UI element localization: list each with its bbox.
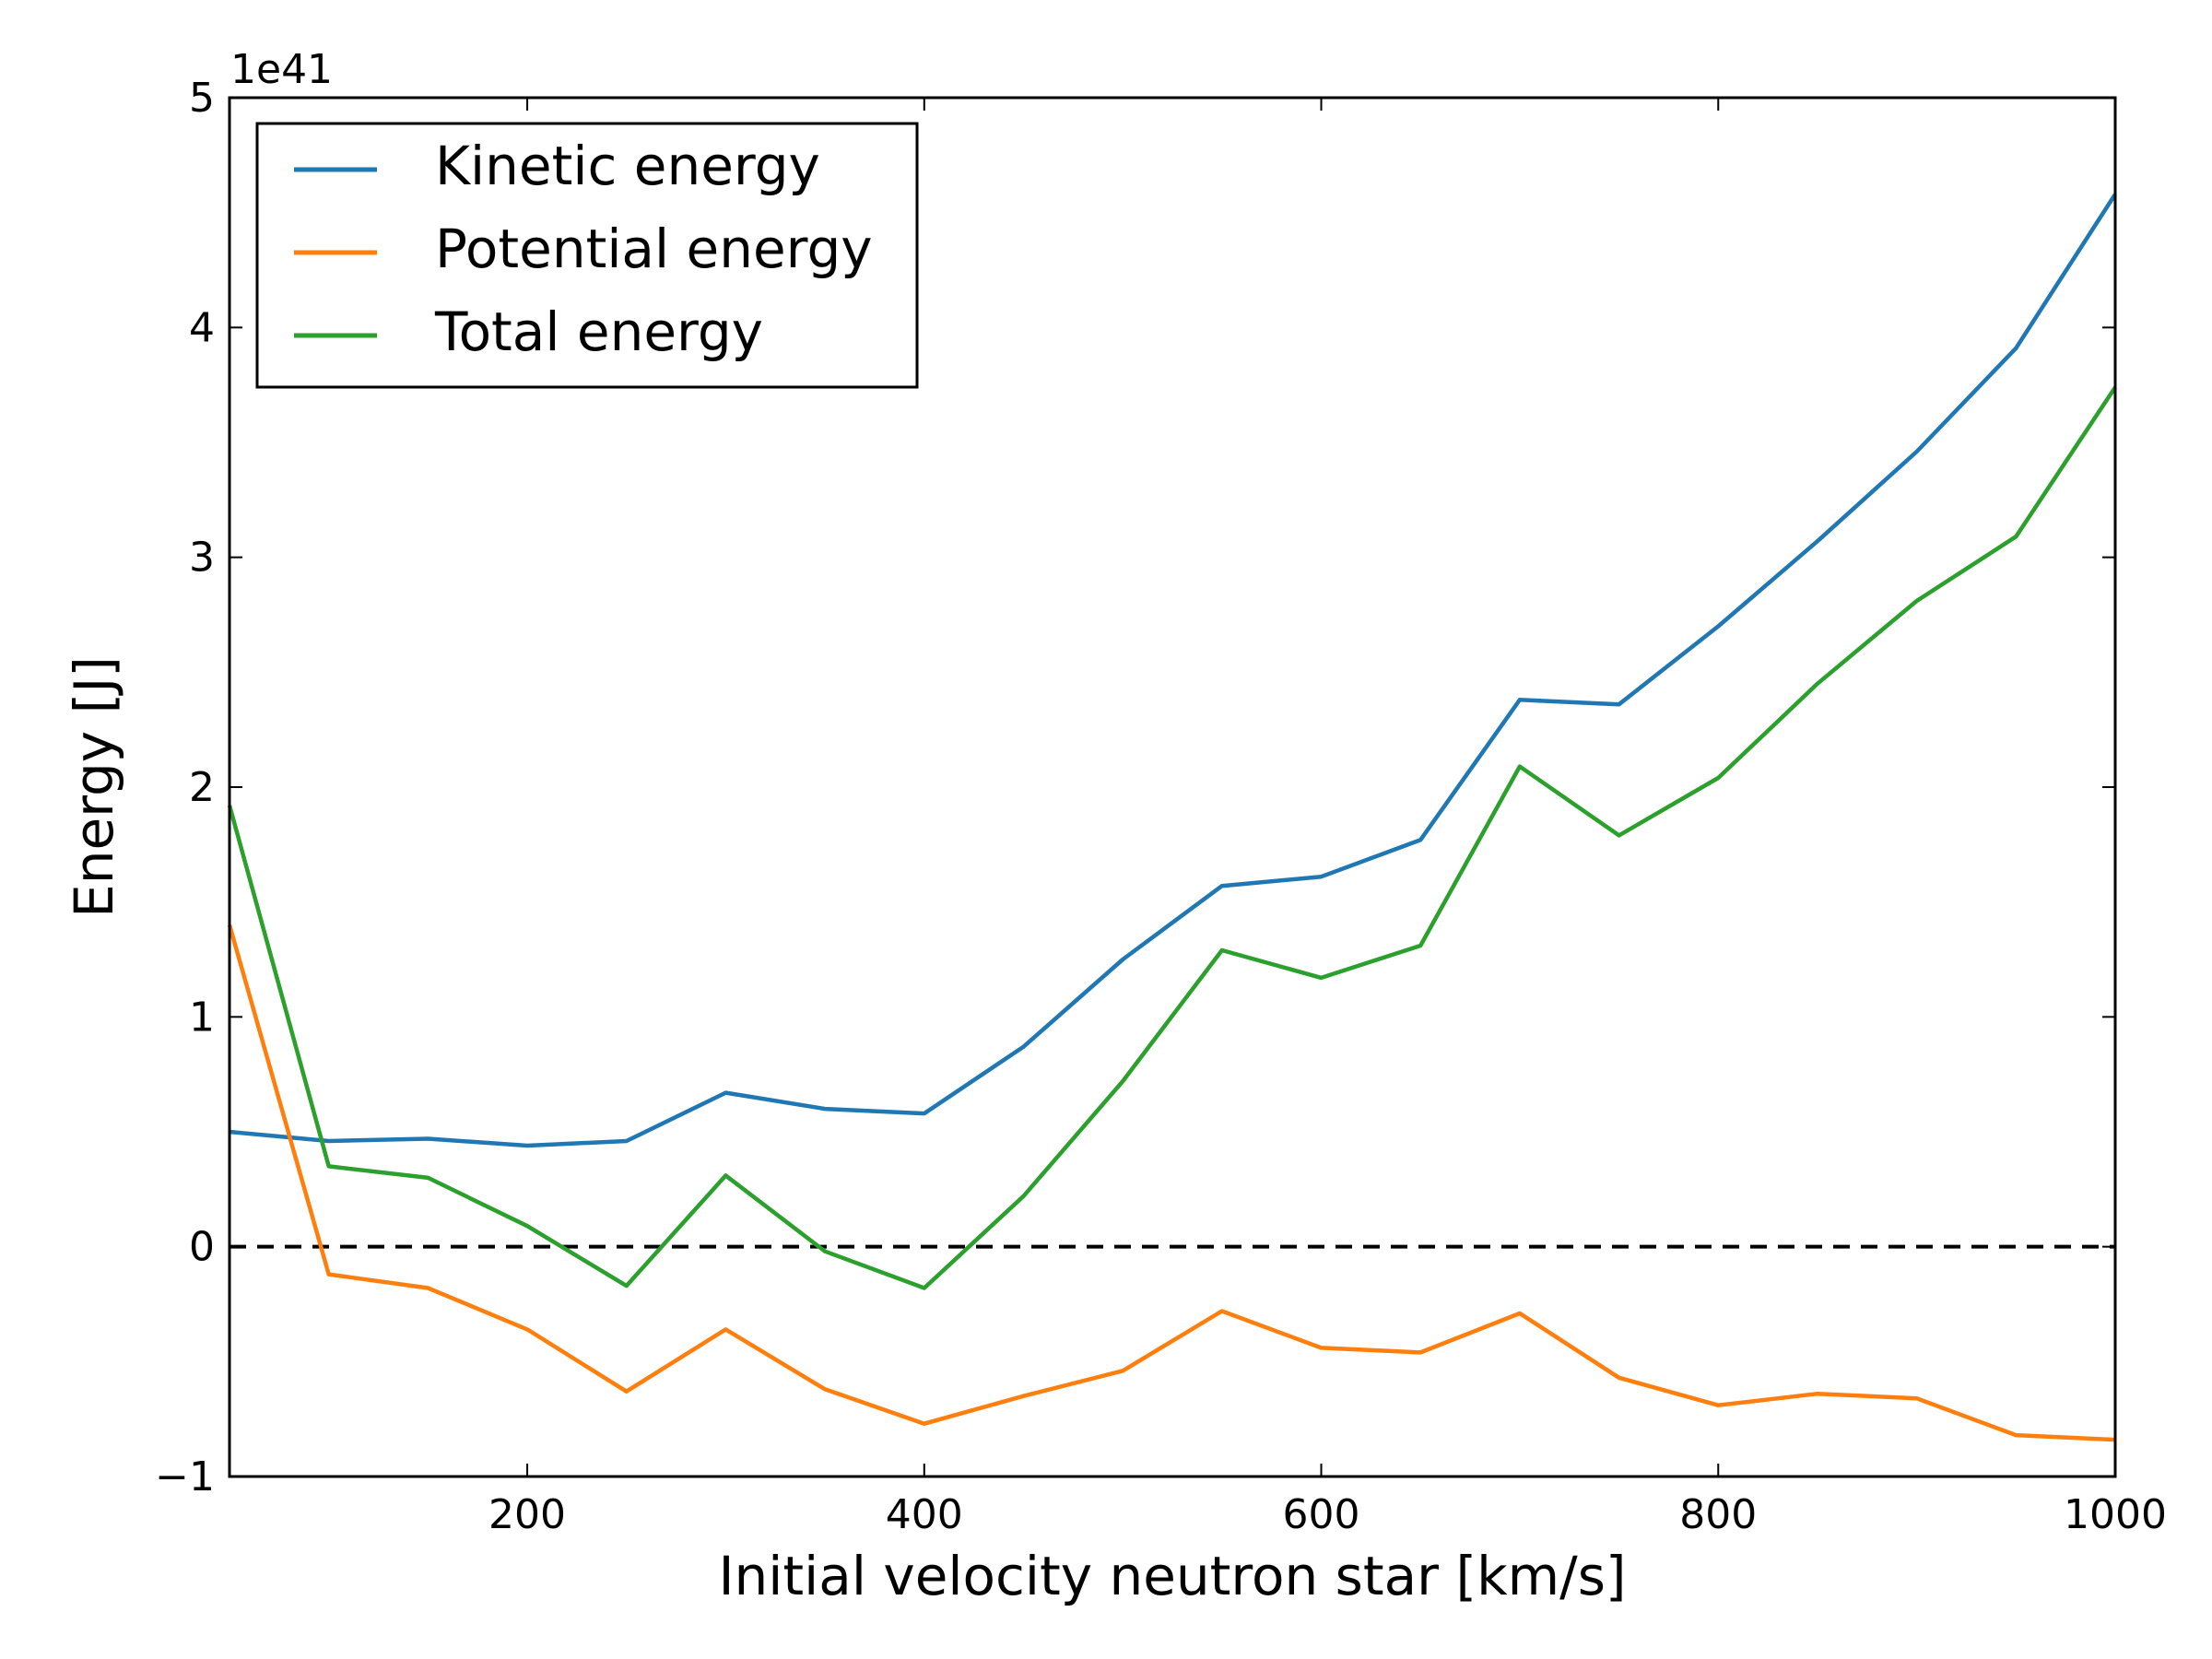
- y-tick-label: 1: [189, 994, 215, 1041]
- y-tick-label: 0: [189, 1224, 215, 1271]
- series-lines: [227, 193, 2117, 1442]
- y-tick-label: 3: [189, 535, 215, 582]
- series-line-potential: [227, 924, 2116, 1442]
- legend-label-total: Total energy: [434, 300, 763, 363]
- legend: Kinetic energy Potential energy Total en…: [255, 122, 919, 389]
- legend-label-kinetic: Kinetic energy: [435, 135, 820, 197]
- plot-frame: [228, 96, 2117, 1478]
- y-tick-label: 2: [189, 764, 215, 811]
- y-tick-label: 4: [189, 304, 215, 351]
- tick-labels: 200 400 600 800 1000 −1 0 1 2 3 4 5: [155, 75, 2167, 1538]
- y-axis-label: Energy [J]: [63, 656, 125, 918]
- offset-text: 1e41: [230, 46, 333, 93]
- x-tick-label: 800: [1679, 1491, 1757, 1538]
- legend-label-potential: Potential energy: [435, 218, 873, 280]
- series-line-total: [227, 385, 2117, 1290]
- y-tick-label: −1: [155, 1453, 215, 1500]
- series-line-kinetic: [229, 193, 2117, 1148]
- x-tick-label: 600: [1283, 1491, 1360, 1538]
- x-tick-label: 400: [886, 1491, 963, 1538]
- x-tick-label: 1000: [2064, 1491, 2167, 1538]
- x-axis-label: Initial velocity neutron star [km/s]: [718, 1545, 1626, 1607]
- y-tick-label: 5: [189, 75, 215, 122]
- x-tick-label: 200: [488, 1491, 566, 1538]
